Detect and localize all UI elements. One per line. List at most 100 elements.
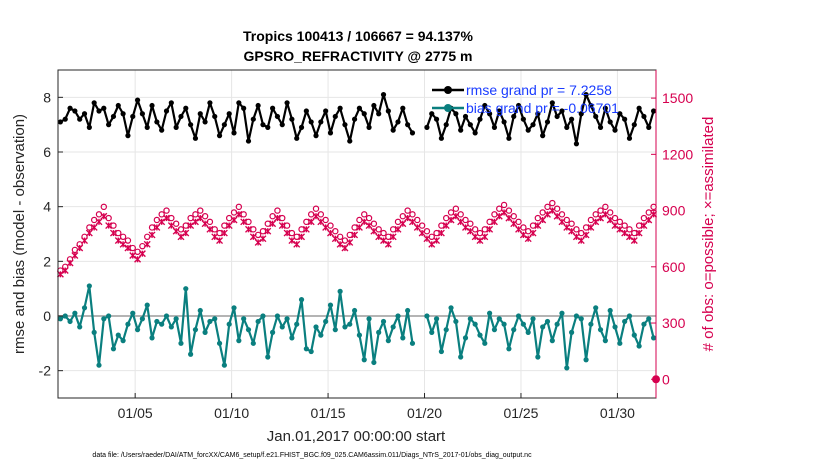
rmse-point [506, 135, 512, 141]
bias-point [173, 316, 179, 322]
assimilated-obs-point [134, 255, 142, 263]
assimilated-obs-point [519, 231, 527, 239]
bias-point [284, 316, 290, 322]
bias-point [477, 332, 483, 338]
bias-point [81, 305, 88, 311]
bias-series [57, 283, 657, 371]
bias-point [515, 313, 522, 319]
rmse-point [120, 111, 126, 117]
rmse-point [250, 116, 256, 122]
assimilated-obs-point [616, 225, 624, 233]
assimilated-obs-point [601, 210, 609, 218]
possible-obs-point [385, 233, 392, 241]
bias-point [453, 318, 459, 325]
assimilated-obs-point [326, 229, 334, 237]
bias-point [216, 340, 223, 346]
bias-point [376, 329, 382, 335]
rmse-point [405, 122, 411, 128]
rmse-point [183, 105, 189, 111]
assimilated-obs-point [543, 210, 551, 218]
assimilated-obs-point [404, 214, 412, 222]
assimilated-obs-point [471, 233, 479, 241]
possible-obs-point [549, 199, 556, 207]
assimilated-obs-point [158, 218, 166, 226]
bias-point [226, 321, 232, 327]
rmse-point [86, 124, 92, 130]
x-tick-label: 01/25 [503, 405, 538, 421]
bias-point [462, 335, 469, 341]
assimilated-obs-point [81, 237, 89, 245]
rmse-point [265, 124, 271, 130]
assimilated-obs-point [172, 227, 180, 235]
assimilated-obs-point [635, 229, 643, 237]
assimilated-obs-point [230, 216, 238, 224]
bias-point [482, 340, 488, 346]
assimilated-obs-point [592, 218, 600, 226]
rmse-point [515, 102, 522, 109]
possible-obs-point [365, 214, 373, 222]
assimilated-obs-point [220, 229, 228, 237]
assimilated-obs-point [370, 227, 378, 235]
y-axis-label-right: # of obs: o=possible; ×=assimilated [700, 117, 717, 352]
rmse-point [236, 100, 242, 106]
assimilated-obs-point [457, 218, 465, 226]
bias-point [154, 318, 160, 325]
rmse-point [549, 100, 555, 106]
assimilated-obs-point [630, 237, 638, 245]
rmse-point [650, 108, 657, 114]
assimilated-obs-point [129, 252, 137, 260]
legend-bias-marker [444, 104, 452, 112]
y-tick-label: -2 [39, 363, 52, 379]
bias-point [192, 327, 199, 333]
rmse-point [284, 100, 290, 106]
possible-obs-point [303, 218, 310, 226]
assimilated-obs-point [558, 218, 566, 226]
possible-obs-point [148, 224, 156, 231]
y-tick-label-right: 900 [662, 203, 686, 219]
bias-point [530, 316, 536, 322]
rmse-point [462, 113, 469, 120]
possible-obs-point [626, 226, 633, 233]
rmse-point [226, 111, 232, 117]
rmse-point [308, 119, 314, 125]
rmse-point [168, 100, 174, 106]
bias-point [525, 329, 531, 335]
possible-obs-point [476, 229, 484, 237]
assimilated-obs-point [625, 233, 633, 241]
assimilated-obs-point [418, 229, 426, 237]
possible-obs-point [216, 229, 223, 237]
assimilated-obs-point [452, 212, 460, 220]
legend-rmse-marker [444, 86, 452, 94]
bias-point [458, 354, 464, 360]
assimilated-obs-point [177, 233, 185, 241]
assimilated-obs-point [264, 227, 272, 235]
rmse-point [327, 130, 334, 136]
rmse-point [467, 122, 473, 128]
assimilated-obs-point [375, 233, 383, 241]
bias-point [597, 327, 604, 333]
rmse-point [371, 102, 377, 109]
assimilated-obs-point [442, 222, 450, 230]
assimilated-obs-point [394, 225, 402, 233]
assimilated-obs-point [100, 212, 108, 220]
assimilated-obs-point [447, 216, 455, 224]
assimilated-obs-point [240, 218, 248, 226]
bias-point [540, 324, 546, 330]
rmse-point [231, 130, 237, 136]
bias-point [390, 324, 396, 330]
rmse-point [154, 119, 160, 125]
possible-obs-point [187, 214, 194, 222]
bias-point [260, 313, 266, 319]
assimilated-obs-point [606, 216, 614, 224]
legend: rmse grand pr = 7.2258 bias grand pr = -… [432, 82, 619, 116]
bias-point [270, 329, 276, 335]
assimilated-obs-point [640, 222, 648, 230]
assimilated-obs-point [187, 222, 195, 230]
possible-obs-point [245, 218, 252, 226]
rmse-point [520, 116, 526, 122]
y-tick-label-right: 300 [662, 315, 686, 331]
rmse-point [110, 113, 117, 120]
bias-point [385, 338, 391, 344]
bias-point [371, 359, 377, 366]
possible-obs-point [438, 222, 445, 229]
